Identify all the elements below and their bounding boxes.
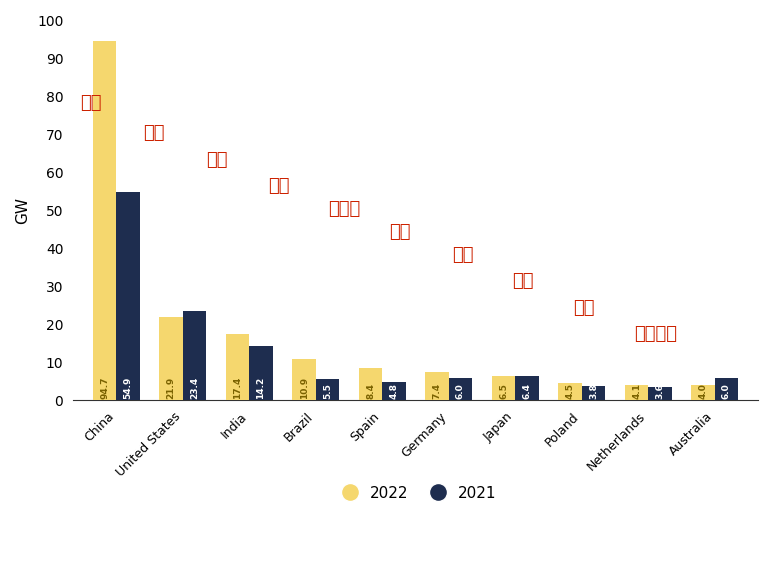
Text: 澳大利亚: 澳大利亚 (634, 325, 676, 343)
Bar (315, 380, 339, 400)
Text: 4.8: 4.8 (390, 383, 398, 399)
Text: 94.7: 94.7 (100, 376, 109, 399)
Text: 3.6: 3.6 (656, 383, 665, 399)
Bar (425, 372, 449, 400)
Text: 西班牙: 西班牙 (328, 200, 360, 218)
Text: 10.9: 10.9 (300, 377, 308, 399)
Text: 4.0: 4.0 (699, 383, 707, 399)
Text: 6.0: 6.0 (456, 383, 465, 399)
Bar (492, 375, 516, 400)
Bar (249, 346, 273, 400)
Bar (649, 386, 672, 400)
Text: 54.9: 54.9 (124, 377, 132, 399)
Text: 4.5: 4.5 (566, 383, 574, 399)
Text: 中国: 中国 (80, 94, 101, 112)
Text: 14.2: 14.2 (257, 377, 265, 399)
Bar (383, 382, 406, 400)
Bar (182, 312, 206, 400)
Text: 巴西: 巴西 (268, 177, 289, 196)
Bar (359, 369, 383, 400)
Bar (715, 378, 738, 400)
Text: 6.0: 6.0 (722, 383, 731, 399)
Bar (226, 334, 249, 400)
Text: 印度: 印度 (206, 151, 227, 168)
Bar (292, 359, 315, 400)
Text: 7.4: 7.4 (433, 383, 441, 399)
Text: 6.5: 6.5 (499, 383, 508, 399)
Text: 德国: 德国 (389, 223, 410, 241)
Text: 23.4: 23.4 (190, 377, 199, 399)
Text: 荷兰: 荷兰 (573, 299, 594, 317)
Text: 5.5: 5.5 (323, 383, 332, 399)
Text: 17.4: 17.4 (233, 377, 242, 399)
Bar (692, 385, 715, 400)
Text: 3.8: 3.8 (589, 383, 598, 399)
Bar (93, 41, 116, 400)
Text: 美国: 美国 (143, 124, 165, 142)
Bar (625, 385, 649, 400)
Text: 8.4: 8.4 (366, 383, 375, 399)
Legend: 2022, 2021: 2022, 2021 (328, 480, 503, 507)
Text: 6.4: 6.4 (523, 383, 531, 399)
Text: 波兰: 波兰 (512, 272, 533, 290)
Bar (582, 386, 605, 400)
Bar (559, 383, 582, 400)
Text: 4.1: 4.1 (632, 383, 641, 399)
Y-axis label: GW: GW (15, 197, 30, 224)
Bar (116, 192, 140, 400)
Bar (516, 376, 539, 400)
Bar (159, 317, 182, 400)
Bar (449, 378, 472, 400)
Text: 日本: 日本 (452, 246, 474, 263)
Text: 21.9: 21.9 (167, 377, 175, 399)
